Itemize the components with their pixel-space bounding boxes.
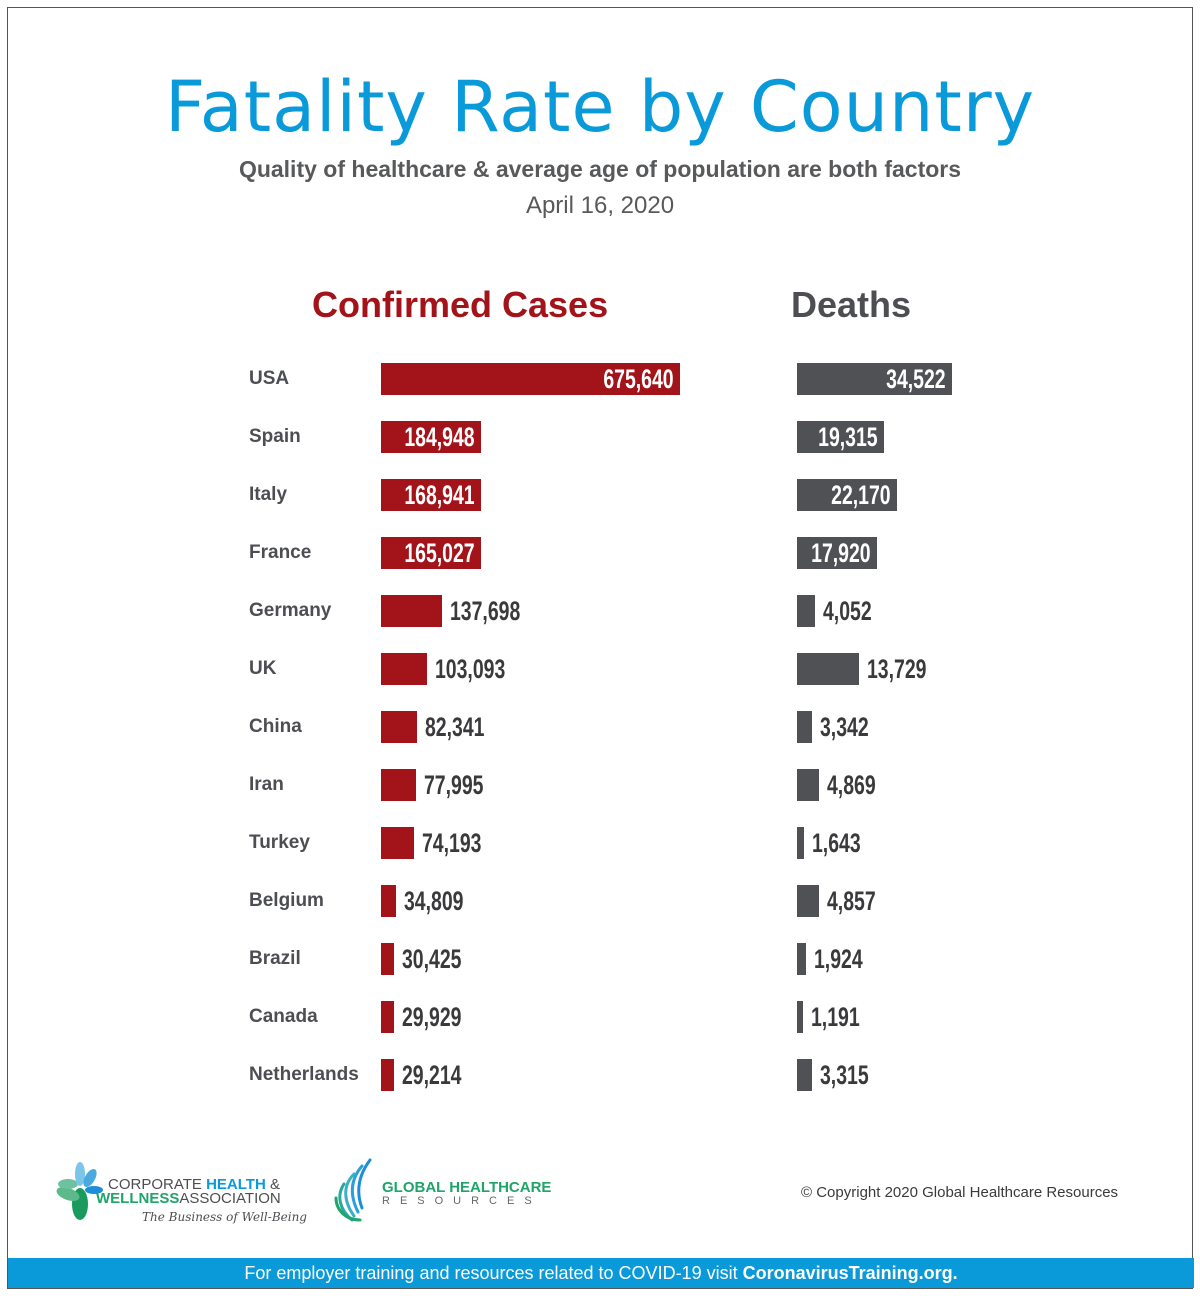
- deaths-bar: [797, 363, 952, 395]
- cases-value-label: 137,698: [450, 596, 521, 626]
- country-label: Germany: [249, 600, 332, 621]
- column-header-deaths: Deaths: [791, 284, 912, 325]
- cases-bar: [381, 537, 481, 569]
- deaths-bar: [797, 479, 897, 511]
- cases-bar: [381, 421, 481, 453]
- cases-bar: [381, 653, 427, 685]
- deaths-value-label: 4,857: [827, 886, 876, 916]
- deaths-value-label: 13,729: [867, 654, 927, 684]
- cases-value-label: 82,341: [425, 712, 485, 742]
- deaths-value-label: 1,643: [812, 828, 861, 858]
- cases-bar: [381, 769, 416, 801]
- chart-row: China 82,341 3,342: [0, 711, 1200, 743]
- column-header-cases: Confirmed Cases: [312, 284, 609, 325]
- deaths-bar: [797, 537, 877, 569]
- chart-row: Belgium 34,809 4,857: [0, 885, 1200, 917]
- country-label: USA: [249, 368, 290, 389]
- cases-value-label: 29,214: [402, 1060, 462, 1090]
- country-label: Netherlands: [249, 1064, 359, 1085]
- country-label: Canada: [249, 1006, 318, 1027]
- deaths-bar: [797, 595, 815, 627]
- deaths-value-label: 3,342: [820, 712, 869, 742]
- infographic-frame: [7, 7, 1193, 1289]
- deaths-value-label: 17,920: [811, 538, 871, 568]
- deaths-value-label: 4,052: [823, 596, 872, 626]
- deaths-value-label: 1,924: [814, 944, 863, 974]
- cases-value-label: 29,929: [402, 1002, 462, 1032]
- deaths-value-label: 22,170: [831, 480, 891, 510]
- country-label: UK: [249, 658, 277, 679]
- chart-row: Brazil 30,425 1,924: [0, 943, 1200, 975]
- cases-bar: [381, 595, 442, 627]
- deaths-bar: [797, 769, 819, 801]
- cases-value-label: 168,941: [404, 480, 475, 510]
- copyright-text: © Copyright 2020 Global Healthcare Resou…: [801, 1184, 1119, 1201]
- deaths-bar: [797, 943, 806, 975]
- deaths-bar: [797, 711, 812, 743]
- coronavirus-training-link[interactable]: CoronavirusTraining.org.: [742, 1263, 958, 1283]
- cases-bar: [381, 1001, 394, 1033]
- wing-icon: [334, 1158, 372, 1222]
- country-label: Iran: [249, 774, 284, 795]
- deaths-value-label: 1,191: [811, 1002, 860, 1032]
- cases-value-label: 30,425: [402, 944, 462, 974]
- deaths-bar: [797, 653, 859, 685]
- date: April 16, 2020: [525, 192, 675, 219]
- cases-value-label: 165,027: [404, 538, 475, 568]
- cases-bar: [381, 943, 394, 975]
- country-label: Brazil: [249, 948, 301, 969]
- chart-row: Iran 77,995 4,869: [0, 769, 1200, 801]
- cases-value-label: 34,809: [404, 886, 464, 916]
- cases-bar: [381, 1059, 394, 1091]
- country-label: Belgium: [249, 890, 324, 911]
- footer-banner: For employer training and resources rela…: [8, 1258, 1194, 1288]
- country-label: Turkey: [249, 832, 310, 853]
- chart-row: Italy 168,941 22,170: [0, 479, 1200, 511]
- cases-value-label: 675,640: [603, 364, 674, 394]
- page-title: Fatality Rate by Country: [164, 66, 1036, 148]
- country-label: Italy: [249, 484, 288, 505]
- chart-row: UK 103,093 13,729: [0, 653, 1200, 685]
- cases-bar: [381, 711, 417, 743]
- deaths-bar: [797, 1001, 803, 1033]
- flower-icon: [56, 1162, 103, 1220]
- deaths-bar: [797, 827, 804, 859]
- country-label: France: [249, 542, 312, 563]
- chart-row: Canada 29,929 1,191: [0, 1001, 1200, 1033]
- chart-row: France 165,027 17,920: [0, 537, 1200, 569]
- cases-value-label: 74,193: [422, 828, 482, 858]
- country-label: China: [249, 716, 302, 737]
- cases-bar: [381, 827, 414, 859]
- cases-value-label: 77,995: [424, 770, 484, 800]
- chwa-logo: CORPORATE HEALTH & WELLNESSASSOCIATION T…: [54, 1160, 307, 1230]
- cases-bar: [381, 479, 481, 511]
- chart-row: Spain 184,948 19,315: [0, 421, 1200, 453]
- deaths-bar: [797, 885, 819, 917]
- cases-bar: [381, 363, 680, 395]
- cases-bar: [381, 885, 396, 917]
- subtitle: Quality of healthcare & average age of p…: [238, 156, 962, 182]
- country-label: Spain: [249, 426, 301, 447]
- chart-row: Netherlands 29,214 3,315: [0, 1059, 1200, 1091]
- chart-row: USA 675,640 34,522: [0, 363, 1200, 395]
- deaths-value-label: 34,522: [886, 364, 946, 394]
- cases-value-label: 103,093: [435, 654, 506, 684]
- chart-row: Germany 137,698 4,052: [0, 595, 1200, 627]
- deaths-value-label: 4,869: [827, 770, 876, 800]
- cases-value-label: 184,948: [404, 422, 475, 452]
- deaths-value-label: 19,315: [818, 422, 878, 452]
- chart-row: Turkey 74,193 1,643: [0, 827, 1200, 859]
- deaths-bar: [797, 1059, 812, 1091]
- deaths-bar: [797, 421, 884, 453]
- deaths-value-label: 3,315: [820, 1060, 869, 1090]
- ghr-logo: GLOBAL HEALTHCARE RESOURCES: [332, 1158, 562, 1228]
